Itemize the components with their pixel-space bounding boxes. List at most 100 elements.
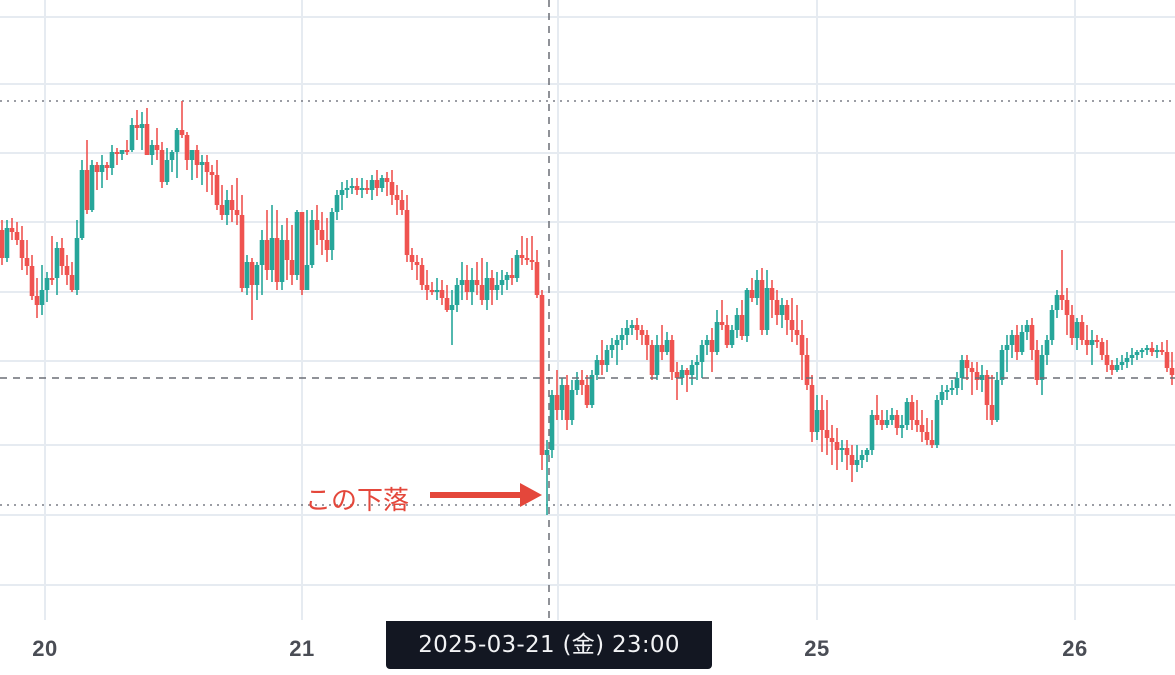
candle-body	[569, 390, 575, 420]
candle-body	[729, 330, 735, 345]
candle-body	[179, 130, 185, 135]
candle-body	[169, 152, 175, 160]
candle-body	[709, 340, 715, 352]
candle-body	[824, 430, 830, 438]
candle-body	[249, 262, 255, 285]
candle-body	[619, 335, 625, 340]
candle-body	[164, 160, 170, 182]
candle-body	[294, 212, 300, 275]
candle-body	[664, 340, 670, 352]
candle-body	[99, 165, 105, 172]
candle-body	[774, 300, 780, 315]
candle-body	[59, 248, 65, 266]
candle-body	[969, 368, 975, 372]
candle-body	[159, 150, 165, 182]
candle-body	[899, 425, 905, 428]
candle-body	[829, 438, 835, 442]
candle-body	[104, 165, 110, 168]
candle-body	[1054, 295, 1060, 310]
candle-body	[259, 240, 265, 265]
candle-body	[679, 370, 685, 378]
candle-body	[64, 266, 70, 275]
candle-body	[1129, 355, 1135, 358]
candle-body	[1029, 325, 1035, 350]
candle-body	[919, 425, 925, 432]
candle-body	[589, 375, 595, 405]
candle-body	[524, 258, 530, 260]
candle-body	[1154, 350, 1160, 352]
candle-body	[884, 420, 890, 425]
candle-body	[379, 178, 385, 188]
candle-body	[339, 190, 345, 195]
candle-body	[504, 275, 510, 280]
candle-body	[4, 228, 10, 258]
candle-body	[559, 385, 565, 410]
candlestick-chart[interactable]	[0, 0, 1175, 620]
candle-body	[904, 402, 910, 425]
candle-body	[634, 325, 640, 330]
candle-body	[444, 298, 450, 310]
candle-body	[299, 212, 305, 290]
candle-body	[514, 255, 520, 278]
candle-body	[189, 150, 195, 160]
chart-canvas[interactable]	[0, 0, 1175, 620]
candle-body	[854, 460, 860, 465]
candle-body	[544, 450, 550, 455]
candle-body	[719, 322, 725, 325]
candle-body	[114, 152, 120, 154]
annotation-label: この下落	[305, 486, 410, 515]
candle-body	[949, 388, 955, 390]
candle-body	[1119, 362, 1125, 365]
candle-body	[989, 405, 995, 420]
candle-body	[869, 415, 875, 450]
candle-body	[659, 345, 665, 352]
candle-body	[254, 265, 260, 285]
candle-body	[129, 125, 135, 150]
candle-body	[874, 415, 880, 420]
candle-body	[459, 280, 465, 285]
candle-body	[304, 265, 310, 290]
candle-body	[909, 402, 915, 420]
arrow-right-icon	[520, 483, 542, 507]
candle-body	[154, 145, 160, 150]
candle-body	[994, 380, 1000, 420]
candle-body	[924, 432, 930, 440]
candle-body	[494, 285, 500, 290]
candle-body	[184, 135, 190, 160]
candle-body	[649, 345, 655, 375]
candle-body	[319, 230, 325, 240]
candle-body	[389, 182, 395, 195]
candle-body	[789, 320, 795, 330]
candle-body	[1094, 340, 1100, 342]
time-tick-26: 26	[1062, 636, 1088, 661]
candle-body	[744, 290, 750, 336]
candle-body	[1089, 340, 1095, 345]
candle-body	[594, 360, 600, 375]
candle-body	[964, 360, 970, 368]
candle-body	[669, 340, 675, 372]
candle-body	[844, 448, 850, 455]
candle-body	[229, 200, 235, 210]
candle-body	[539, 295, 545, 455]
candle-body	[464, 280, 470, 292]
candle-body	[279, 240, 285, 282]
candle-body	[699, 345, 705, 362]
candle-body	[469, 280, 475, 292]
candle-body	[439, 290, 445, 298]
candle-body	[174, 130, 180, 152]
candle-body	[914, 420, 920, 425]
candle-body	[1164, 352, 1170, 368]
candle-body	[689, 365, 695, 375]
candle-body	[124, 150, 130, 152]
candle-body	[799, 335, 805, 355]
candle-body	[424, 285, 430, 290]
candle-body	[244, 262, 250, 288]
annotation-arrow-shaft	[430, 492, 522, 498]
candle-body	[309, 220, 315, 265]
candle-body	[449, 305, 455, 310]
candle-body	[944, 390, 950, 392]
candle-body	[939, 392, 945, 400]
candle-body	[399, 200, 405, 210]
candle-body	[1084, 340, 1090, 345]
candle-body	[1114, 365, 1120, 370]
